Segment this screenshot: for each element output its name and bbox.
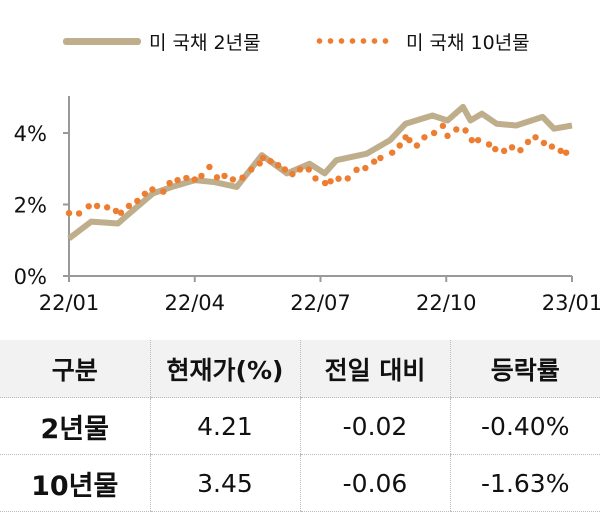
yield-table: 구분 현재가(%) 전일 대비 등락률 2년물 4.21 -0.02 -0.40…: [0, 340, 600, 512]
series-10y-point: [540, 139, 548, 147]
series-10y-point: [353, 166, 360, 174]
series-10y-point: [388, 149, 396, 156]
series-10y-point: [239, 174, 246, 181]
y-tick-label: 4%: [14, 122, 47, 146]
series-10y-point: [344, 175, 351, 182]
series-10y-point: [305, 166, 312, 173]
series-10y-point: [524, 138, 532, 146]
x-tick-label: 22/07: [290, 291, 351, 315]
series-10y-point: [500, 147, 508, 155]
series-10y-point: [439, 122, 447, 130]
series-10y-point: [474, 136, 482, 144]
series-10y-point: [517, 146, 524, 154]
row-label: 2년물: [0, 397, 150, 455]
series-10y-point: [396, 142, 403, 149]
series-10y-point: [421, 134, 428, 141]
series-2y-line: [67, 103, 573, 241]
series-10y-point: [468, 136, 476, 144]
series-10y-point: [362, 164, 369, 172]
series-10y-point: [141, 190, 149, 197]
legend-label: 미 국채 2년물: [149, 31, 261, 54]
table-row: 2년물 4.21 -0.02 -0.40%: [0, 397, 600, 455]
table-row: 10년물 3.45 -0.06 -1.63%: [0, 454, 600, 512]
series-10y-point: [453, 126, 460, 133]
cell-rate: -1.63%: [449, 454, 600, 512]
series-10y-point: [213, 174, 221, 181]
header-price: 현재가(%): [149, 340, 300, 398]
series-10y-point: [335, 175, 342, 182]
series-10y-point: [406, 136, 413, 144]
series-10y-point: [149, 186, 156, 193]
series-10y-point: [532, 134, 539, 141]
series-10y-point: [75, 210, 83, 217]
series-10y-point: [259, 154, 267, 162]
series-10y-point: [548, 143, 556, 150]
x-tick-label: 22/04: [164, 291, 225, 315]
cell-change: -0.02: [299, 397, 450, 455]
yield-chart: 0% 2% 4% 22/01 22/04 22/07 22/10 23/01: [14, 96, 600, 315]
cell-price: 4.21: [149, 397, 300, 455]
x-tick-label: 22/10: [416, 291, 477, 315]
series-10y-point: [229, 176, 237, 183]
legend-dots-swatch: [314, 38, 392, 44]
series-10y-point: [312, 175, 319, 182]
series-10y-point: [274, 161, 282, 169]
y-tick-label: 2%: [14, 194, 47, 218]
series-10y-point: [93, 202, 101, 210]
series-10y-point: [267, 158, 274, 165]
series-10y-point: [103, 204, 111, 211]
series-10y-point: [117, 209, 125, 216]
series-10y-point: [281, 166, 289, 173]
cell-rate: -0.40%: [449, 397, 600, 455]
series-10y-point: [370, 158, 378, 165]
series-10y-point: [430, 129, 438, 137]
x-tick-label: 23/01: [542, 291, 600, 315]
series-10y-point: [289, 170, 296, 178]
series-10y-point: [462, 127, 469, 134]
series-10y-point: [256, 160, 263, 167]
cell-price: 3.45: [149, 454, 300, 512]
series-10y-point: [198, 172, 205, 180]
series-10y-point: [125, 202, 133, 210]
legend-item-10y: 미 국채 10년물: [314, 26, 530, 56]
table-header-row: 구분 현재가(%) 전일 대비 등락률: [0, 340, 600, 398]
series-10y-point: [112, 207, 120, 215]
series-10y-point: [444, 132, 451, 140]
series-10y-point: [296, 166, 304, 173]
series-10y-point: [166, 179, 173, 187]
series-10y-point: [508, 144, 516, 151]
series-10y-point: [377, 154, 384, 162]
series-10y-point: [160, 188, 167, 195]
x-tick-label: 22/01: [39, 291, 100, 315]
header-category: 구분: [0, 340, 150, 398]
header-rate: 등락률: [449, 340, 600, 398]
series-10y-point: [206, 163, 213, 171]
series-10y-point: [134, 197, 141, 205]
legend-item-2y: 미 국채 2년물: [63, 26, 261, 56]
y-tick-label: 0%: [14, 265, 47, 289]
cell-change: -0.06: [299, 454, 450, 512]
series-10y-point: [485, 141, 493, 148]
series-10y-point: [65, 209, 73, 217]
legend-label: 미 국채 10년물: [406, 31, 530, 54]
series-10y-point: [174, 176, 181, 184]
series-10y-point: [321, 179, 329, 187]
series-10y-point: [413, 142, 421, 149]
legend-line-swatch: [63, 37, 141, 45]
series-10y-point: [183, 174, 190, 182]
header-change: 전일 대비: [299, 340, 450, 398]
series-10y-point: [327, 178, 334, 185]
series-10y-point: [492, 145, 499, 153]
series-10y-point: [248, 166, 255, 173]
series-10y-point: [562, 149, 570, 156]
chart-legend: 미 국채 2년물 미 국채 10년물: [0, 26, 600, 56]
series-10y-point: [557, 147, 564, 155]
series-10y-point: [191, 176, 198, 183]
row-label: 10년물: [0, 454, 150, 512]
series-10y-point: [85, 203, 92, 210]
series-10y-point: [221, 172, 228, 180]
